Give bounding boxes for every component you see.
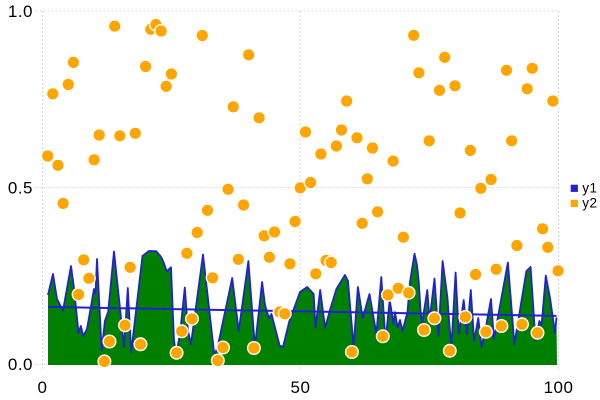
svg-text:1.0: 1.0 [8, 2, 33, 21]
svg-text:100: 100 [544, 378, 574, 397]
svg-text:0.5: 0.5 [8, 178, 33, 197]
svg-text:0.0: 0.0 [8, 355, 33, 374]
svg-text:y1: y1 [582, 181, 597, 196]
svg-text:50: 50 [291, 378, 311, 397]
svg-text:0: 0 [38, 378, 48, 397]
svg-text:y2: y2 [582, 196, 597, 211]
